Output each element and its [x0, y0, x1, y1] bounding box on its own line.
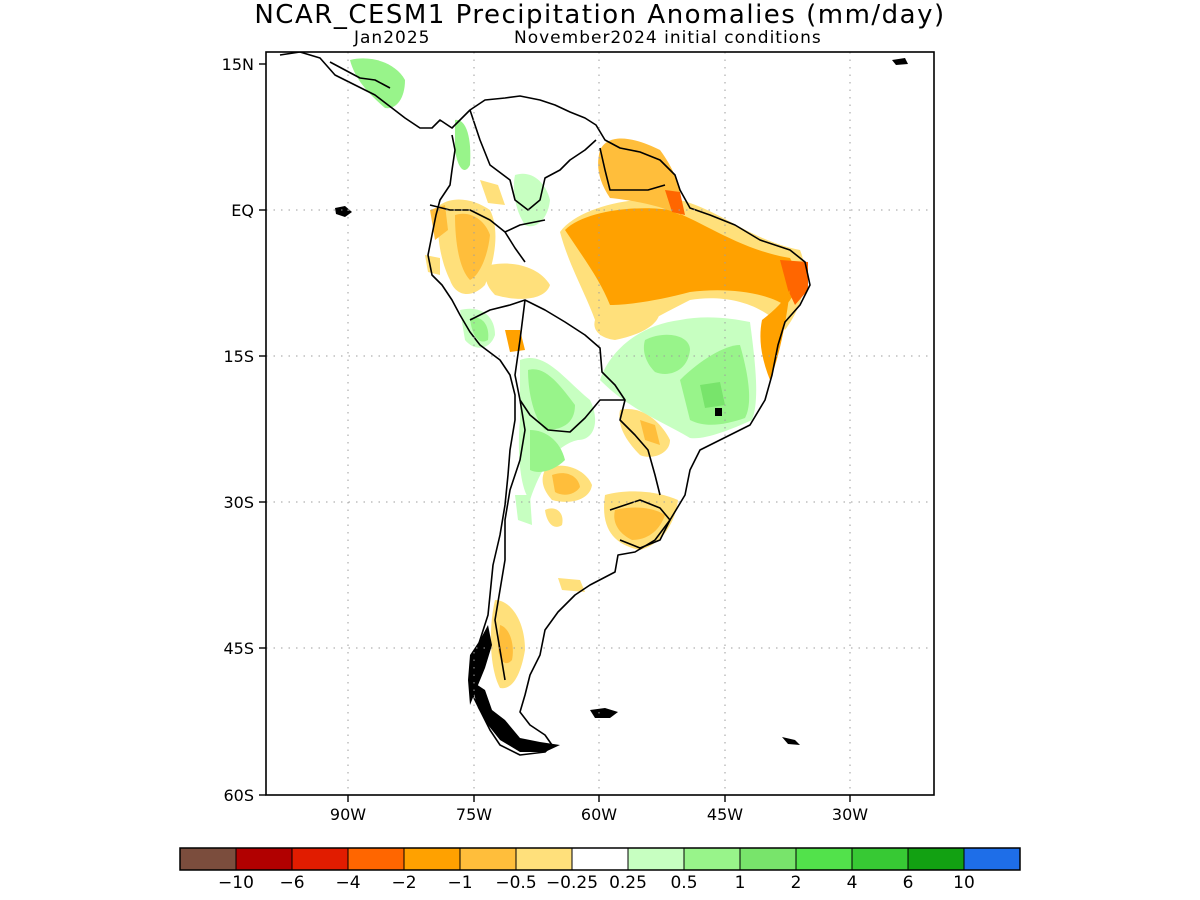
anomaly-patch	[640, 420, 660, 445]
colorbar-label: −10	[218, 873, 254, 893]
colorbar-frame	[179, 847, 1021, 871]
anomaly-patch	[480, 180, 505, 205]
colorbar-swatch	[291, 847, 349, 871]
colorbar-swatch	[571, 847, 629, 871]
colorbar-label: 4	[847, 873, 858, 893]
country-border	[469, 109, 597, 211]
anomaly-patch	[455, 119, 471, 170]
country-border	[329, 61, 391, 89]
lat-label: 15S	[223, 347, 254, 366]
island-galapagos	[335, 206, 352, 217]
colorbar-swatch	[627, 847, 685, 871]
anomaly-patch	[485, 263, 550, 299]
lat-label: 45S	[223, 639, 254, 658]
colorbar-swatch	[795, 847, 853, 871]
island-falklands	[590, 708, 618, 718]
colorbar-label: −4	[335, 873, 360, 893]
lon-label: 90W	[330, 805, 366, 824]
country-border	[609, 499, 671, 549]
anomaly-patch	[565, 208, 796, 305]
map-frame	[265, 51, 935, 796]
lon-label: 75W	[456, 805, 492, 824]
country-border	[469, 299, 661, 496]
anomaly-patch	[665, 190, 685, 215]
anomaly-patch	[350, 58, 405, 109]
lat-label: 60S	[223, 786, 254, 805]
colorbar-swatch	[179, 847, 237, 871]
island-south-georgia	[782, 737, 800, 745]
colorbar-label: −2	[391, 873, 416, 893]
anomaly-patch	[700, 382, 725, 408]
lon-label: 60W	[581, 805, 617, 824]
country-border	[429, 204, 546, 263]
anomaly-patch	[505, 330, 525, 352]
lat-label: 15N	[222, 55, 254, 74]
country-border	[599, 147, 666, 191]
colorbar-label: 6	[903, 873, 914, 893]
colorbar-swatch	[459, 847, 517, 871]
colorbar-swatch	[963, 847, 1021, 871]
colorbar-label: 2	[791, 873, 802, 893]
islands	[335, 58, 908, 752]
colorbar-swatch	[515, 847, 573, 871]
anomaly-patch	[528, 369, 575, 430]
chart-title: NCAR_CESM1 Precipitation Anomalies (mm/d…	[254, 0, 946, 30]
colorbar-label: 1	[735, 873, 746, 893]
lon-label: 45W	[707, 805, 743, 824]
colorbar-swatch	[235, 847, 293, 871]
anomaly-patch	[430, 205, 448, 240]
anomaly-patch	[425, 255, 440, 275]
country-border	[514, 299, 625, 433]
anomaly-patch	[643, 334, 690, 374]
init-conditions: November2024 initial conditions	[514, 28, 822, 48]
lat-label: EQ	[231, 201, 254, 220]
colorbar-label: 0.25	[609, 873, 647, 893]
valid-month: Jan2025	[354, 28, 431, 48]
colorbar-label: −1	[447, 873, 472, 893]
coastlines	[279, 52, 811, 756]
colorbar-swatch	[403, 847, 461, 871]
anomaly-patch	[760, 290, 790, 380]
tick-marks	[259, 63, 851, 802]
anomaly-patch	[780, 260, 808, 305]
colorbar-swatch	[347, 847, 405, 871]
anomaly-patch	[614, 507, 665, 540]
island-caribbean	[892, 58, 908, 65]
lat-labels: 15N EQ 15S 30S 45S 60S	[222, 55, 254, 805]
anomaly-patch	[594, 304, 660, 340]
colorbar-swatch	[851, 847, 909, 871]
anomaly-patch	[498, 625, 513, 664]
colorbar-label: −0.5	[495, 873, 536, 893]
anomaly-patch	[552, 473, 580, 495]
colorbar-label: −0.25	[546, 873, 598, 893]
anomaly-patch	[558, 578, 585, 592]
colorbar-swatch	[739, 847, 797, 871]
anomaly-patch	[470, 317, 489, 342]
colorbar-label: −6	[279, 873, 304, 893]
lon-labels: 90W 75W 60W 45W 30W	[330, 805, 868, 824]
lon-label: 30W	[832, 805, 868, 824]
lat-label: 30S	[223, 493, 254, 512]
anomaly-patch	[515, 495, 532, 525]
colorbar-swatch	[907, 847, 965, 871]
colorbar-label: 10	[953, 873, 975, 893]
island-small	[715, 408, 722, 416]
colorbar-label: 0.5	[670, 873, 697, 893]
colorbar-swatch	[683, 847, 741, 871]
anomaly-patch	[598, 138, 682, 215]
anomaly-patch	[545, 508, 563, 527]
anomaly-patch	[455, 213, 490, 280]
country-border	[494, 399, 526, 681]
anomaly-patch	[530, 430, 565, 472]
anomaly-patch	[513, 173, 550, 227]
island-tierra-del-fuego	[470, 680, 560, 752]
anomaly-fields	[350, 58, 808, 689]
